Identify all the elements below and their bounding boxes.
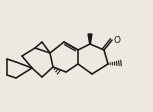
- Polygon shape: [88, 34, 92, 44]
- Text: O: O: [114, 36, 121, 44]
